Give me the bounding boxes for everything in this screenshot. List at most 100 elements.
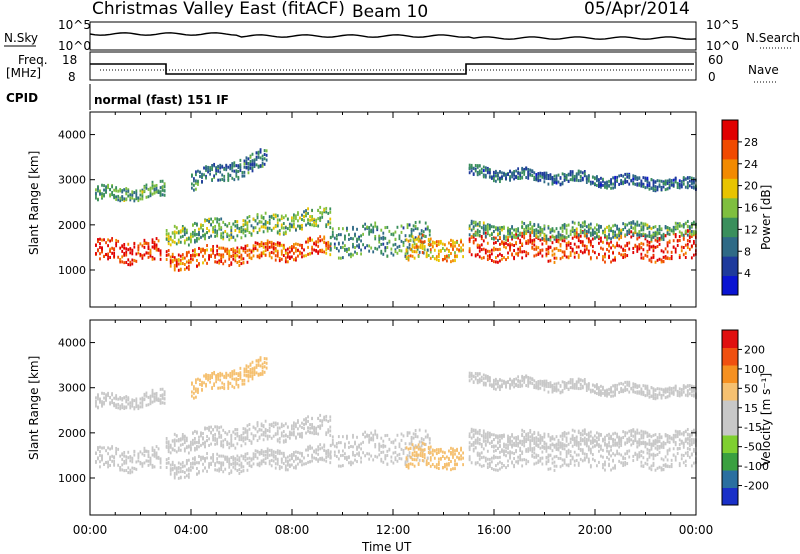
velocity-cell	[402, 449, 405, 453]
velocity-cell	[169, 445, 172, 449]
velocity-cell	[620, 442, 623, 446]
power-cell	[537, 175, 540, 179]
power-cell	[585, 234, 588, 238]
power-cell	[115, 238, 118, 242]
velocity-cell	[155, 453, 158, 457]
power-cell	[197, 169, 199, 173]
power-cell	[165, 229, 168, 233]
power-cell	[230, 225, 233, 229]
power-cell	[422, 230, 425, 234]
velocity-cell	[153, 453, 156, 457]
velocity-cell	[634, 451, 637, 455]
power-cell	[290, 247, 293, 251]
power-cell	[581, 243, 584, 247]
velocity-cell	[660, 457, 663, 461]
power-cell	[662, 185, 665, 189]
power-cell	[244, 250, 247, 254]
power-cell	[482, 173, 485, 177]
velocity-cell	[579, 457, 582, 461]
power-cell	[107, 183, 109, 187]
power-cell	[573, 176, 576, 180]
power-cell	[260, 254, 263, 258]
power-cell	[662, 238, 665, 242]
power-cell	[374, 221, 377, 225]
velocity-cell	[192, 466, 194, 470]
power-cell	[610, 240, 612, 244]
velocity-cell	[505, 466, 507, 470]
velocity-cell	[644, 461, 647, 465]
velocity-cell	[452, 453, 454, 457]
power-cell	[420, 229, 423, 233]
power-cell	[323, 250, 326, 254]
power-cell	[503, 245, 505, 249]
power-cell	[692, 230, 695, 234]
power-cell	[612, 176, 614, 180]
velocity-cell	[236, 454, 239, 458]
power-cell	[266, 226, 269, 230]
velocity-cell	[121, 463, 124, 467]
power-cell	[559, 233, 562, 237]
power-cell	[317, 244, 320, 248]
power-cell	[682, 178, 685, 182]
power-cell	[662, 250, 665, 254]
power-cell	[539, 178, 542, 182]
velocity-cell	[226, 432, 229, 436]
power-cell	[143, 253, 146, 257]
velocity-cell	[567, 451, 570, 455]
velocity-cell	[159, 465, 162, 469]
power-cell	[517, 234, 520, 238]
power-cell	[346, 250, 348, 254]
velocity-cell	[185, 446, 188, 450]
power-cell	[220, 246, 223, 250]
power-cell	[658, 224, 661, 228]
power-cell	[214, 224, 217, 228]
power-cell	[517, 227, 520, 231]
power-cell	[315, 243, 318, 247]
power-cell	[214, 260, 217, 264]
power-cell	[497, 171, 499, 175]
power-cell	[670, 250, 673, 254]
velocity-cell	[608, 464, 610, 468]
power-cell	[220, 236, 223, 240]
velocity-cell	[448, 462, 450, 466]
power-cell	[598, 230, 600, 234]
power-cell	[101, 195, 103, 199]
velocity-cell	[295, 464, 297, 468]
power-cell	[173, 233, 176, 237]
velocity-cell	[339, 441, 342, 445]
velocity-cell	[539, 446, 542, 450]
power-cell	[218, 218, 221, 222]
velocity-cell	[636, 453, 639, 457]
velocity-cell	[646, 462, 649, 466]
velocity-cell	[620, 453, 623, 457]
velocity-cell	[454, 467, 456, 471]
power-cell	[307, 218, 309, 222]
velocity-cell	[258, 450, 261, 454]
velocity-cell	[420, 448, 423, 452]
power-cell	[293, 243, 295, 247]
power-cell	[208, 217, 210, 221]
power-cell	[253, 160, 256, 164]
velocity-cell	[354, 440, 356, 444]
velocity-cell	[202, 455, 204, 459]
power-cell	[133, 199, 136, 203]
power-cell	[632, 177, 635, 181]
power-cell	[226, 252, 229, 256]
power-cell	[448, 254, 450, 258]
power-cell	[492, 246, 495, 250]
power-cell	[286, 253, 289, 257]
power-cell	[535, 175, 538, 179]
power-cell	[690, 234, 693, 238]
velocity-cell	[264, 461, 267, 465]
velocity-cell	[167, 461, 170, 465]
power-cell	[352, 253, 354, 257]
velocity-cell	[327, 454, 330, 458]
power-cell	[220, 256, 223, 260]
velocity-cell	[378, 453, 381, 457]
power-cell	[620, 234, 623, 238]
power-cell	[229, 173, 232, 177]
power-cell	[402, 243, 405, 247]
power-cell	[488, 171, 491, 175]
power-cell	[265, 158, 268, 162]
power-cell	[276, 218, 279, 222]
